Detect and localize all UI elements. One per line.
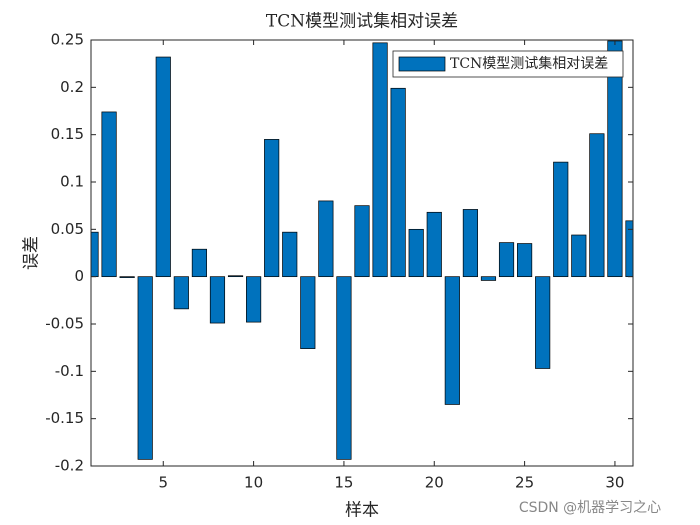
bar: [462, 209, 478, 278]
y-tick-label: 0.15: [51, 125, 84, 143]
bar: [408, 228, 424, 278]
x-tick-label: 15: [334, 474, 353, 492]
bar: [246, 276, 262, 323]
bar: [480, 276, 497, 281]
y-tick-label: -0.1: [55, 362, 84, 380]
chart-title: TCN模型测试集相对误差: [266, 12, 458, 32]
bar: [282, 231, 298, 278]
y-tick-label: 0.25: [51, 31, 84, 49]
x-tick-label: 5: [158, 474, 168, 492]
bar: [553, 161, 569, 278]
bar: [227, 275, 244, 278]
bar: [354, 205, 370, 278]
x-tick-label: 25: [515, 474, 534, 492]
bar: [444, 276, 460, 405]
bar: [91, 231, 99, 278]
bar: [589, 133, 605, 278]
bar: [173, 276, 189, 310]
bar: [300, 276, 316, 349]
bar: [535, 276, 551, 369]
y-tick-label: 0: [74, 267, 84, 285]
bar: [336, 276, 352, 460]
y-tick-label: 0.05: [51, 220, 84, 238]
y-tick-label: -0.05: [45, 315, 84, 333]
bar: [119, 276, 135, 278]
bar: [155, 56, 171, 278]
bar: [318, 200, 334, 278]
x-tick-label: 10: [244, 474, 263, 492]
bars: [91, 40, 633, 460]
x-tick-label: 30: [605, 474, 624, 492]
bar: [209, 276, 226, 324]
bar: [571, 234, 587, 278]
y-tick-label: 0.1: [60, 173, 84, 191]
y-tick-label: -0.2: [55, 457, 84, 475]
bar: [426, 211, 442, 278]
axes-box: [90, 39, 634, 467]
bar: [137, 276, 153, 460]
bar: [264, 139, 280, 278]
bar: [517, 243, 533, 278]
x-axis-label: 样本: [345, 501, 379, 521]
bar: [390, 87, 406, 278]
y-tick-label: 0.2: [60, 78, 84, 96]
y-axis-label: 误差: [22, 236, 42, 270]
watermark: CSDN @机器学习之心: [519, 500, 661, 516]
bar: [191, 248, 207, 278]
bar: [372, 42, 388, 278]
bar: [101, 111, 117, 278]
x-tick-label: 20: [425, 474, 444, 492]
y-tick-label: -0.15: [45, 409, 84, 427]
bar: [498, 242, 515, 278]
legend-label: TCN模型测试集相对误差: [450, 55, 608, 72]
legend-swatch: [398, 56, 446, 72]
